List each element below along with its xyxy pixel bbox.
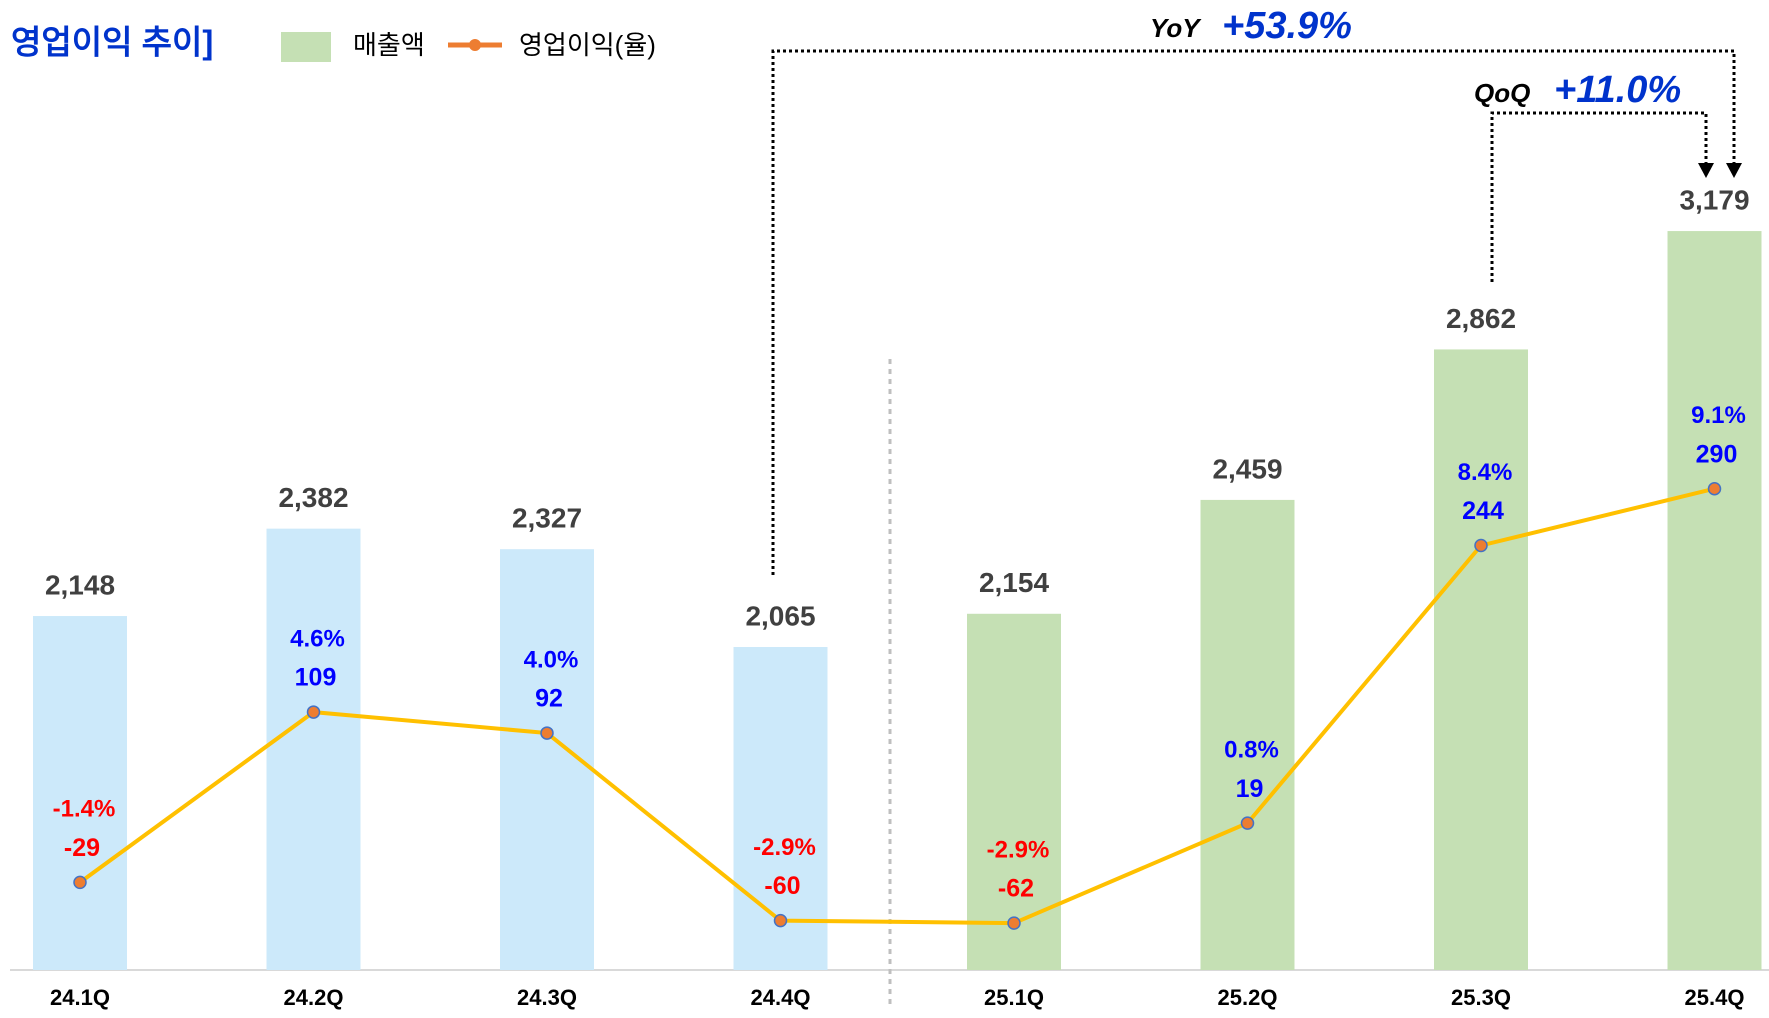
bar-value-label: 2,065 [745, 600, 815, 631]
bar-value-label: 2,382 [278, 482, 348, 513]
qoq-bracket [1490, 111, 1708, 282]
line-marker [306, 705, 321, 719]
x-tick-label: 24.1Q [50, 985, 110, 1010]
line-marker [1240, 816, 1255, 830]
bar-value-label: 3,179 [1679, 184, 1749, 215]
annotation-value: +53.9% [1222, 5, 1352, 47]
annotation-label: QoQ [1474, 78, 1530, 108]
line-marker [1007, 916, 1021, 930]
annotation-label: YoY [1150, 13, 1202, 43]
line-value-label: 109 [295, 664, 337, 692]
bar [1667, 231, 1762, 971]
line-value-label: -62 [998, 875, 1034, 903]
margin-label: 8.4% [1458, 459, 1513, 486]
bar [33, 616, 127, 970]
line-marker [540, 726, 554, 740]
line-value-label: -29 [64, 834, 100, 862]
margin-label: 4.0% [524, 646, 579, 673]
line-marker [773, 913, 788, 928]
margin-label: 9.1% [1691, 402, 1746, 429]
x-tick-label: 25.1Q [984, 985, 1044, 1010]
line-marker [73, 875, 87, 890]
x-tick-label: 24.4Q [751, 985, 811, 1010]
legend-label: 매출액 [353, 30, 425, 60]
margin-label: -2.9% [753, 834, 816, 861]
margin-label: 0.8% [1224, 736, 1279, 763]
x-tick-label: 25.4Q [1685, 985, 1745, 1010]
x-tick-label: 25.2Q [1218, 985, 1278, 1010]
arrow-head [1698, 163, 1714, 178]
margin-label: -2.9% [987, 836, 1050, 863]
line-value-label: 244 [1462, 497, 1504, 525]
x-tick-label: 25.3Q [1451, 985, 1511, 1010]
line-value-label: 290 [1696, 440, 1738, 468]
legend-swatch [281, 32, 331, 62]
line-marker [1474, 538, 1488, 553]
bar-value-label: 2,862 [1446, 303, 1516, 334]
yoy-bracket [771, 49, 1736, 575]
bar-value-label: 2,327 [512, 503, 582, 534]
bar [1434, 349, 1528, 970]
margin-label: 4.6% [290, 625, 345, 652]
bar-value-label: 2,148 [45, 569, 115, 600]
line [78, 486, 1715, 926]
x-tick-label: 24.2Q [284, 985, 344, 1010]
x-tick-label: 24.3Q [517, 985, 577, 1010]
line-value-label: 92 [535, 685, 563, 713]
arrow-head [1726, 163, 1742, 178]
bar [1200, 499, 1295, 970]
line-value-label: 19 [1236, 775, 1264, 803]
legend-marker [469, 39, 481, 51]
bar [266, 528, 361, 970]
bar-value-label: 2,459 [1212, 453, 1282, 484]
legend-label: 영업이익(율) [519, 30, 656, 60]
line-marker [1707, 481, 1722, 496]
annotation-value: +11.0% [1554, 69, 1681, 111]
bar-value-label: 2,154 [979, 567, 1049, 598]
line-value-label: -60 [764, 872, 800, 900]
margin-label: -1.4% [53, 796, 116, 823]
chart-title: 영업이익 추이] [11, 24, 213, 61]
